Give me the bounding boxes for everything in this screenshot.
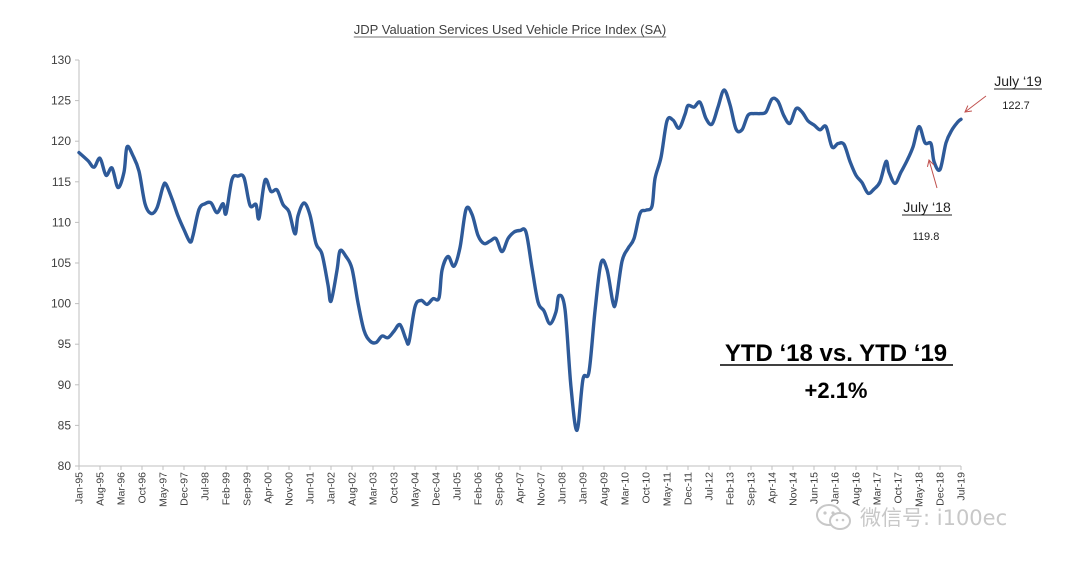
- x-tick-label: Oct-10: [641, 472, 653, 504]
- annotation-value: 119.8: [913, 231, 940, 243]
- x-tick-label: Sep-99: [242, 472, 254, 506]
- x-tick-label: Nov-07: [536, 472, 548, 506]
- y-tick-label: 95: [58, 337, 72, 351]
- annotation-label: July ‘18: [903, 199, 951, 215]
- y-tick-label: 100: [51, 297, 71, 311]
- y-tick-label: 120: [51, 134, 71, 148]
- x-tick-label: Jun-01: [305, 472, 317, 504]
- x-tick-label: Apr-07: [515, 472, 527, 504]
- x-tick-label: Feb-13: [725, 472, 737, 505]
- callout-headline: YTD ‘18 vs. YTD ‘19: [725, 340, 947, 367]
- x-tick-label: Dec-11: [683, 472, 695, 505]
- x-tick-label: Nov-00: [284, 472, 296, 506]
- callout-change: +2.1%: [805, 378, 868, 403]
- x-tick-label: Nov-14: [788, 472, 800, 506]
- x-tick-label: Jan-95: [74, 472, 86, 504]
- annotation-label: July ‘19: [994, 73, 1042, 89]
- x-tick-label: Dec-18: [935, 472, 947, 506]
- x-tick-label: Jul-19: [956, 472, 968, 501]
- x-tick-label: Feb-06: [473, 472, 485, 505]
- x-tick-label: Mar-03: [368, 472, 380, 505]
- y-tick-label: 85: [58, 418, 72, 432]
- watermark-text: 微信号: i100ec: [860, 506, 1008, 530]
- x-tick-label: Mar-17: [872, 472, 884, 505]
- arrow-icon: [928, 159, 938, 189]
- x-tick-label: Jan-16: [830, 472, 842, 504]
- arrowhead-icon: [926, 158, 935, 167]
- annotation-july-19: July ‘19 122.7: [964, 73, 1042, 113]
- annotation-value: 122.7: [1002, 100, 1030, 112]
- x-tick-label: Oct-96: [137, 472, 149, 504]
- x-tick-label: Apr-14: [767, 472, 779, 504]
- x-tick-label: Sep-06: [494, 472, 506, 506]
- x-tick-label: Oct-17: [893, 472, 905, 504]
- x-tick-label: Jul-05: [452, 472, 464, 501]
- x-tick-label: May-04: [410, 472, 422, 507]
- x-tick-label: Dec-04: [431, 472, 443, 506]
- x-tick-label: May-97: [158, 472, 170, 507]
- x-tick-label: Jun-15: [809, 472, 821, 504]
- x-tick-label: Dec-97: [179, 472, 191, 506]
- x-tick-label: Aug-16: [851, 472, 863, 506]
- x-tick-label: Sep-13: [746, 472, 758, 506]
- x-tick-label: Apr-00: [263, 472, 275, 504]
- x-tick-label: Jun-08: [557, 472, 569, 504]
- y-tick-label: 130: [51, 53, 71, 67]
- arrowhead-icon: [964, 105, 972, 113]
- ytd-callout: YTD ‘18 vs. YTD ‘19 +2.1%: [720, 340, 953, 403]
- x-tick-label: May-11: [662, 472, 674, 506]
- x-tick-label: Jan-02: [326, 472, 338, 504]
- x-tick-label: Mar-96: [116, 472, 128, 505]
- y-tick-label: 115: [52, 175, 71, 189]
- axes: [78, 60, 961, 467]
- x-tick-label: Mar-10: [620, 472, 632, 505]
- series-line: [77, 88, 963, 433]
- x-axis-ticks: Jan-95 Aug-95 Mar-96 Oct-96 May-97 Dec-97 Jul-…: [74, 466, 968, 507]
- y-tick-label: 80: [58, 459, 72, 473]
- wechat-logo-icon: [816, 504, 851, 530]
- y-tick-label: 125: [51, 94, 71, 108]
- x-tick-label: Jul-12: [704, 472, 716, 501]
- x-tick-label: Oct-03: [389, 472, 401, 504]
- chart-title: JDP Valuation Services Used Vehicle Pric…: [354, 22, 666, 37]
- x-tick-label: Feb-99: [221, 472, 233, 505]
- x-tick-label: Aug-02: [347, 472, 359, 506]
- watermark: 微信号: i100ec: [814, 500, 1064, 534]
- y-tick-label: 90: [58, 378, 72, 392]
- x-tick-label: Jan-09: [578, 472, 590, 504]
- y-tick-label: 105: [51, 256, 71, 270]
- y-axis-ticks: 130 125 120 115 110 105 100 95 90 85 80: [51, 53, 79, 473]
- x-tick-label: May-18: [914, 472, 926, 507]
- x-tick-label: Jul-98: [200, 472, 212, 501]
- x-tick-label: Aug-09: [599, 472, 611, 506]
- x-tick-label: Aug-95: [95, 472, 107, 506]
- annotation-july-18: July ‘18 119.8: [902, 158, 952, 243]
- y-tick-label: 110: [52, 215, 71, 229]
- arrow-icon: [964, 95, 987, 113]
